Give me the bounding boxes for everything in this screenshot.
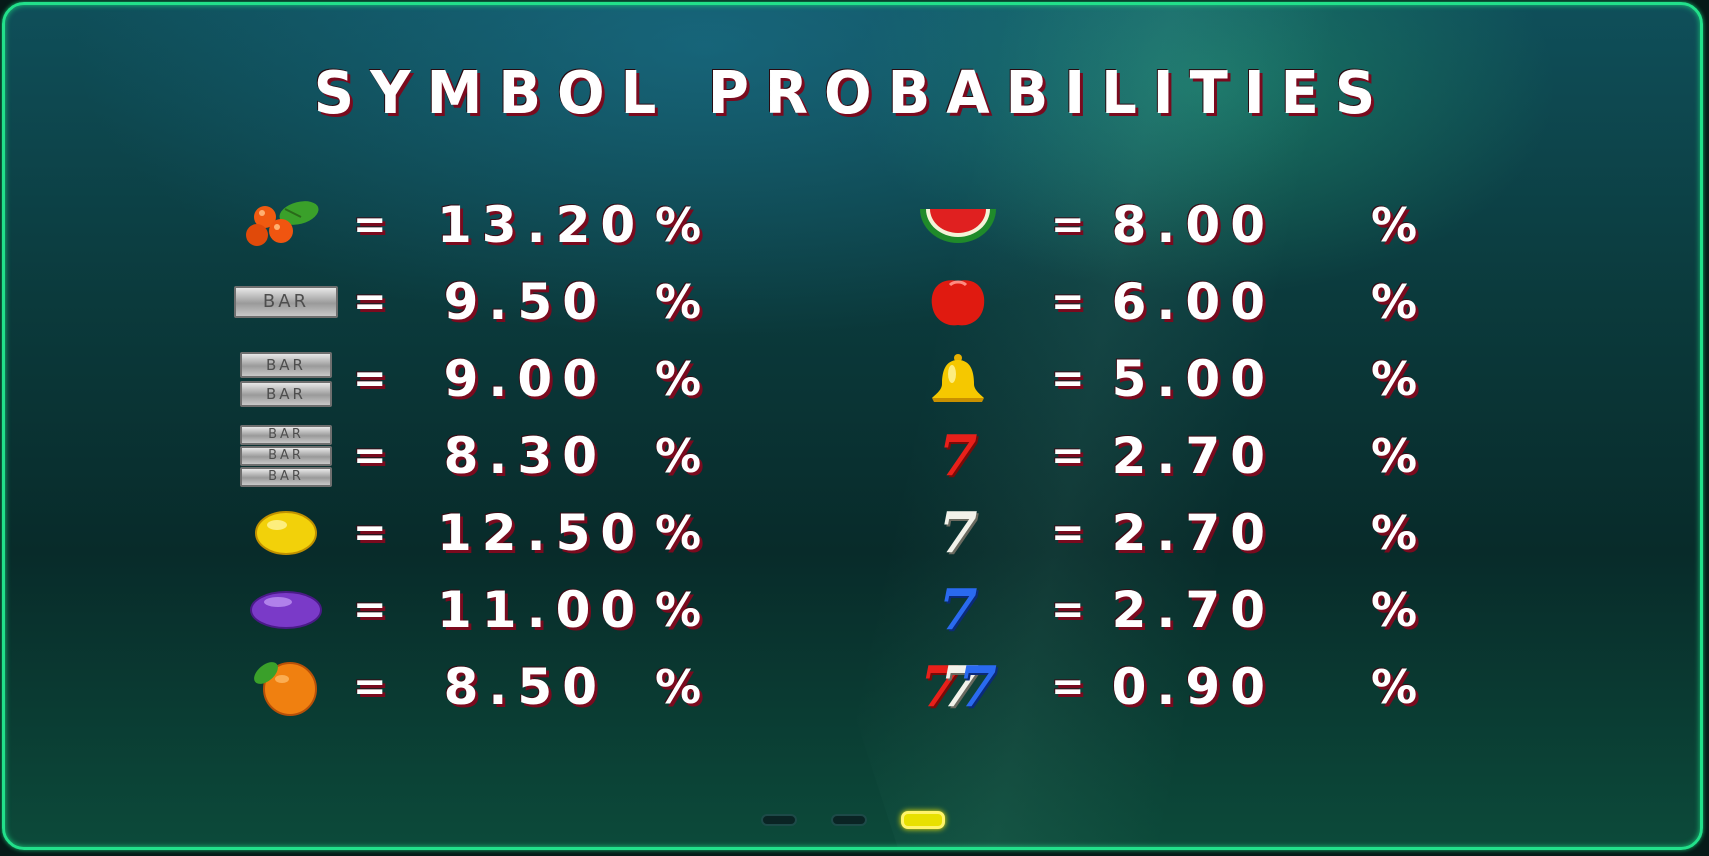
probability-row-orange: = 8.50 % <box>5 652 805 722</box>
blue-seven-icon: 7 <box>938 577 978 643</box>
probability-row-white-seven: 7 = 2.70 % <box>5 498 1700 568</box>
probability-value: 13.20 <box>437 196 646 254</box>
single-bar-icon: BAR <box>231 267 341 337</box>
page-title: SYMBOL PROBABILITIES <box>313 59 1392 128</box>
percent-sign: % <box>1371 506 1418 560</box>
equals-sign: = <box>1051 433 1085 479</box>
percent-sign: % <box>655 429 702 483</box>
probability-row-bell: = 5.00 % <box>5 344 1700 414</box>
percent-sign: % <box>1371 198 1418 252</box>
equals-sign: = <box>1051 356 1085 402</box>
probability-value: 2.70 <box>1111 427 1275 485</box>
probability-value: 8.30 <box>443 427 607 485</box>
probability-row-tomato: = 6.00 % <box>5 267 1700 337</box>
watermelon-icon <box>903 190 1013 260</box>
percent-sign: % <box>655 198 702 252</box>
percent-sign: % <box>655 275 702 329</box>
cherries-icon <box>231 190 341 260</box>
equals-sign: = <box>353 664 387 710</box>
probability-value: 6.00 <box>1111 273 1275 331</box>
page-dot-2[interactable] <box>830 814 867 826</box>
probability-value: 8.50 <box>443 658 607 716</box>
probability-value: 5.00 <box>1111 350 1275 408</box>
lemon-icon <box>231 498 341 568</box>
tomato-icon <box>903 267 1013 337</box>
plum-icon <box>231 575 341 645</box>
equals-sign: = <box>353 433 387 479</box>
probability-row-triple-seven: 7 7 7 = 0.90 % <box>5 652 1700 722</box>
probability-value: 11.00 <box>437 581 646 639</box>
probability-row-single-bar: BAR = 9.50 % <box>5 267 805 337</box>
probability-value: 8.00 <box>1111 196 1275 254</box>
percent-sign: % <box>655 583 702 637</box>
double-bar-icon: BAR BAR <box>231 344 341 414</box>
equals-sign: = <box>353 202 387 248</box>
percent-sign: % <box>655 506 702 560</box>
orange-icon <box>231 652 341 722</box>
equals-sign: = <box>353 510 387 556</box>
page-indicator <box>5 811 1700 829</box>
probability-value: 2.70 <box>1111 504 1275 562</box>
equals-sign: = <box>353 587 387 633</box>
equals-sign: = <box>1051 587 1085 633</box>
probability-row-double-bar: BAR BAR = 9.00 % <box>5 344 805 414</box>
probability-row-cherries: = 13.20 % <box>5 190 805 260</box>
equals-sign: = <box>1051 510 1085 556</box>
triple-bar-icon: BAR BAR BAR <box>231 421 341 491</box>
percent-sign: % <box>1371 429 1418 483</box>
white-seven-icon: 7 <box>938 500 978 566</box>
equals-sign: = <box>1051 202 1085 248</box>
percent-sign: % <box>655 352 702 406</box>
equals-sign: = <box>1051 664 1085 710</box>
probability-row-watermelon: = 8.00 % <box>5 190 1700 260</box>
probability-row-lemon: = 12.50 % <box>5 498 805 568</box>
probability-value: 9.50 <box>443 273 607 331</box>
probability-value: 0.90 <box>1111 658 1275 716</box>
percent-sign: % <box>1371 583 1418 637</box>
page-dot-3-active[interactable] <box>900 811 945 829</box>
probability-row-plum: = 11.00 % <box>5 575 805 645</box>
bell-icon <box>903 344 1013 414</box>
probability-row-red-seven: 7 = 2.70 % <box>5 421 1700 491</box>
probability-value: 12.50 <box>437 504 646 562</box>
probability-value: 2.70 <box>1111 581 1275 639</box>
triple-seven-icon: 7 7 7 <box>920 654 997 720</box>
probability-row-blue-seven: 7 = 2.70 % <box>5 575 1700 645</box>
percent-sign: % <box>655 660 702 714</box>
percent-sign: % <box>1371 275 1418 329</box>
page-dot-1[interactable] <box>760 814 797 826</box>
percent-sign: % <box>1371 660 1418 714</box>
probability-row-triple-bar: BAR BAR BAR = 8.30 % <box>5 421 805 491</box>
red-seven-icon: 7 <box>938 423 978 489</box>
equals-sign: = <box>353 356 387 402</box>
percent-sign: % <box>1371 352 1418 406</box>
probability-value: 9.00 <box>443 350 607 408</box>
equals-sign: = <box>1051 279 1085 325</box>
equals-sign: = <box>353 279 387 325</box>
